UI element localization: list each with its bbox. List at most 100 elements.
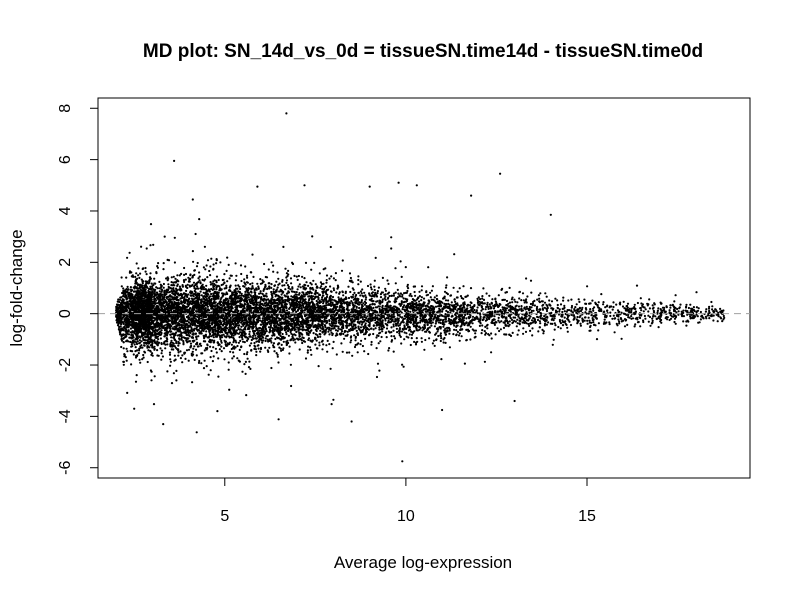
data-point <box>329 367 332 370</box>
data-point <box>577 298 580 301</box>
data-point <box>711 305 714 308</box>
data-point <box>175 379 178 382</box>
data-point <box>272 342 276 345</box>
data-point <box>134 350 137 353</box>
data-point <box>456 290 459 293</box>
data-point <box>444 333 448 336</box>
data-point <box>240 345 243 348</box>
data-point <box>609 311 612 314</box>
data-point <box>465 339 468 342</box>
data-point <box>505 299 509 303</box>
data-point <box>612 305 615 309</box>
data-point <box>288 317 291 320</box>
data-point <box>193 345 196 348</box>
data-point <box>191 291 194 294</box>
data-point <box>498 329 501 333</box>
data-point <box>431 314 434 317</box>
data-point <box>272 288 275 291</box>
data-point <box>293 333 296 336</box>
data-point <box>588 329 591 332</box>
data-point <box>469 314 472 317</box>
data-point <box>199 327 202 330</box>
data-point <box>225 269 228 272</box>
data-point <box>699 310 703 314</box>
data-point <box>259 347 263 351</box>
data-point <box>279 347 282 350</box>
data-point <box>380 335 383 339</box>
data-point <box>135 262 138 265</box>
data-point <box>165 323 168 326</box>
data-point <box>195 354 198 357</box>
data-point <box>435 338 438 341</box>
data-point <box>252 334 255 337</box>
data-point <box>543 301 547 304</box>
data-point <box>183 266 186 270</box>
data-point <box>456 302 459 305</box>
data-point <box>611 308 614 311</box>
data-point <box>416 312 419 315</box>
data-point <box>496 327 499 330</box>
data-point <box>314 289 317 292</box>
data-point <box>329 290 333 293</box>
data-point <box>384 289 387 292</box>
data-point <box>137 352 140 355</box>
data-point <box>316 309 319 312</box>
data-point <box>225 335 228 338</box>
data-point <box>584 311 587 314</box>
data-point <box>687 306 691 310</box>
data-point <box>639 325 642 328</box>
data-point <box>476 312 479 315</box>
data-point <box>330 275 333 278</box>
data-point <box>169 364 172 367</box>
data-point <box>651 304 654 307</box>
data-point <box>277 418 280 421</box>
data-point <box>249 283 252 286</box>
data-point <box>244 316 247 319</box>
data-point <box>330 331 333 334</box>
data-point <box>126 350 129 353</box>
data-point <box>280 349 283 352</box>
data-point <box>234 339 237 342</box>
data-point <box>404 317 407 320</box>
data-point <box>379 331 382 334</box>
data-point <box>436 298 439 301</box>
data-point <box>246 339 249 342</box>
data-point <box>220 283 223 287</box>
data-point <box>518 322 521 325</box>
data-point <box>133 343 136 346</box>
data-point <box>122 295 125 298</box>
data-point <box>598 309 601 312</box>
data-point <box>223 358 226 361</box>
data-point <box>589 308 592 311</box>
data-point <box>257 340 260 343</box>
data-point <box>301 341 304 345</box>
data-point <box>633 303 636 306</box>
data-point <box>249 367 252 370</box>
data-point <box>494 333 497 336</box>
data-point <box>144 270 147 273</box>
data-point <box>622 300 625 303</box>
data-point <box>262 289 265 292</box>
data-point <box>130 363 133 366</box>
data-point <box>134 346 137 349</box>
data-point <box>419 327 422 330</box>
data-point <box>301 309 304 312</box>
data-point <box>492 307 496 310</box>
data-point <box>236 357 239 360</box>
data-point <box>228 286 231 289</box>
data-point <box>203 349 206 352</box>
data-point <box>150 282 153 285</box>
data-point <box>630 307 633 310</box>
data-point <box>413 290 416 294</box>
data-point <box>528 314 531 317</box>
data-point <box>224 331 227 334</box>
data-point <box>170 345 173 348</box>
data-point <box>254 291 257 294</box>
data-point <box>325 279 328 282</box>
data-point <box>415 337 418 340</box>
data-point <box>321 294 324 297</box>
data-point <box>429 296 432 299</box>
data-point <box>285 279 289 282</box>
data-point <box>360 303 363 306</box>
data-point <box>319 320 322 323</box>
